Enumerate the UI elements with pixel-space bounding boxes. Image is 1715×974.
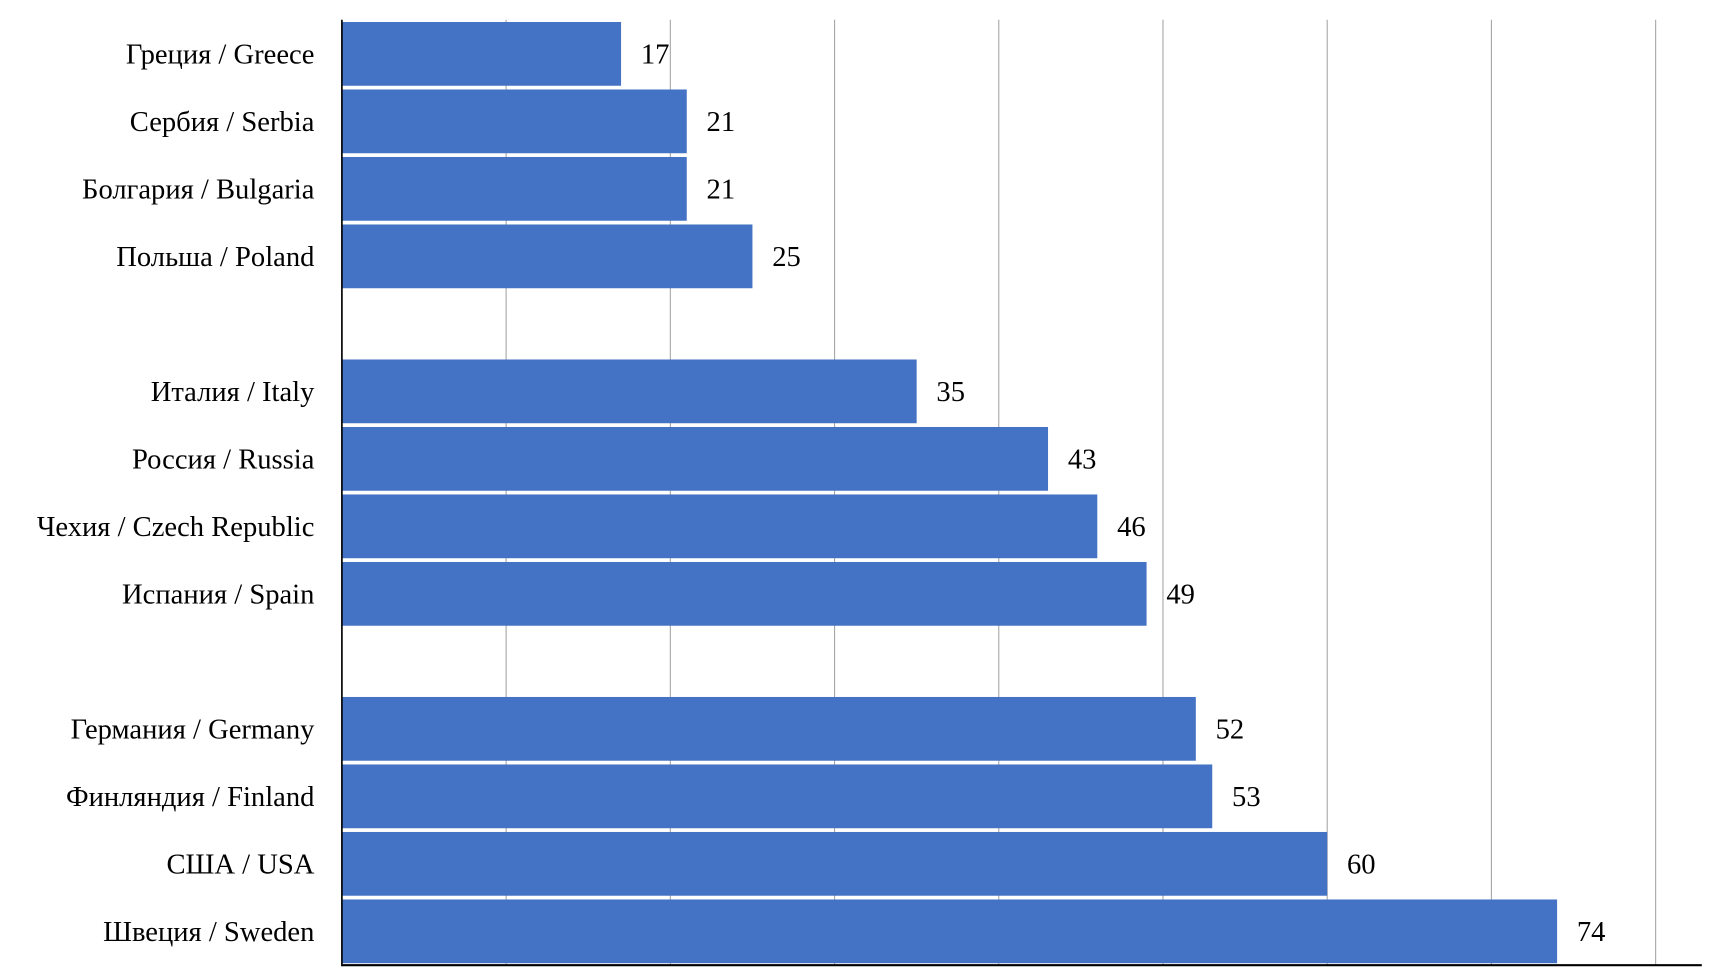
value-label: 49: [1166, 580, 1195, 611]
category-label: Болгария / Bulgaria: [82, 175, 315, 206]
category-label: Россия / Russia: [132, 445, 315, 476]
value-label: 53: [1232, 782, 1261, 813]
bar: [341, 426, 1049, 491]
value-label: 21: [707, 175, 736, 206]
value-label: 52: [1216, 715, 1245, 746]
category-label: Италия / Italy: [151, 377, 315, 408]
bar: [341, 494, 1098, 559]
category-label: Польша / Poland: [116, 242, 314, 273]
value-label: 43: [1068, 445, 1097, 476]
category-label: Германия / Germany: [71, 715, 315, 746]
category-label: Греция / Greece: [126, 40, 315, 71]
category-label: Швеция / Sweden: [103, 917, 314, 948]
category-label: Чехия / Czech Republic: [37, 512, 315, 543]
bar: [341, 561, 1147, 626]
value-label: 17: [641, 40, 670, 71]
bar: [341, 764, 1213, 829]
bar: [341, 899, 1558, 964]
bar: [341, 831, 1328, 896]
value-label: 74: [1577, 917, 1606, 948]
value-label: 21: [707, 107, 736, 138]
bar: [341, 21, 622, 86]
bar: [341, 156, 687, 221]
value-label: 60: [1347, 850, 1376, 881]
bar: [341, 89, 687, 154]
category-labels: Греция / Greece Сербия / Serbia Болгария /…: [37, 40, 315, 948]
category-label: Финляндия / Finland: [66, 782, 314, 813]
value-label: 35: [936, 377, 965, 408]
category-label: США / USA: [166, 850, 314, 881]
bar: [341, 224, 753, 289]
value-label: 46: [1117, 512, 1146, 543]
category-label: Испания / Spain: [122, 580, 314, 611]
bars: [341, 21, 1558, 964]
value-label: 25: [772, 242, 801, 273]
bar: [341, 696, 1196, 761]
category-label: Сербия / Serbia: [130, 107, 315, 138]
bar: [341, 359, 917, 424]
value-labels: 17 21 21 25 35 43 46 49 52 53 60 74: [641, 40, 1606, 948]
